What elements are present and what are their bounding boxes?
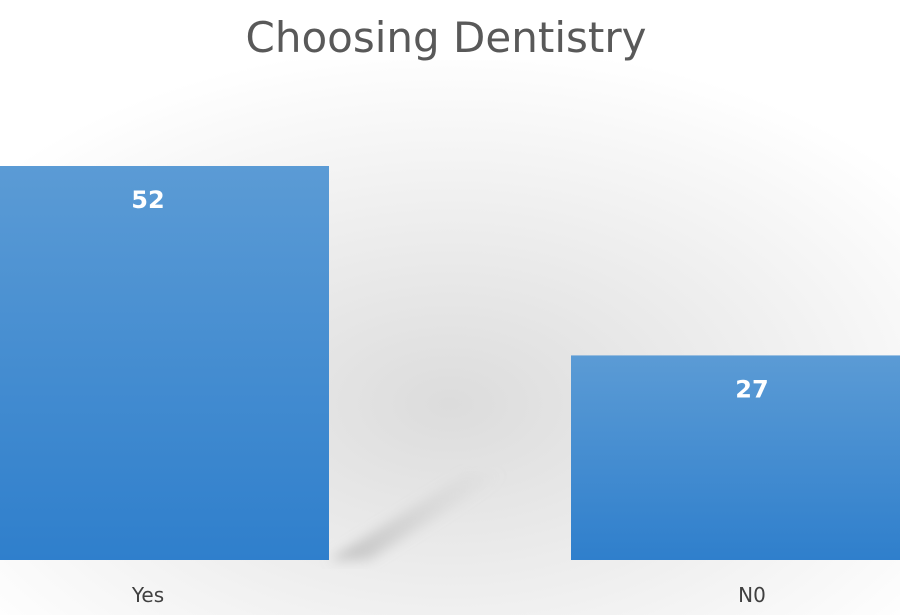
bar-yes bbox=[0, 166, 329, 560]
category-label-n0: N0 bbox=[738, 583, 766, 607]
category-label-yes: Yes bbox=[131, 583, 164, 607]
chart-title: Choosing Dentistry bbox=[246, 13, 647, 62]
data-label-n0: 27 bbox=[735, 375, 768, 403]
bar-n0 bbox=[571, 355, 900, 560]
bar-shadow bbox=[329, 473, 507, 560]
data-label-yes: 52 bbox=[131, 186, 164, 214]
